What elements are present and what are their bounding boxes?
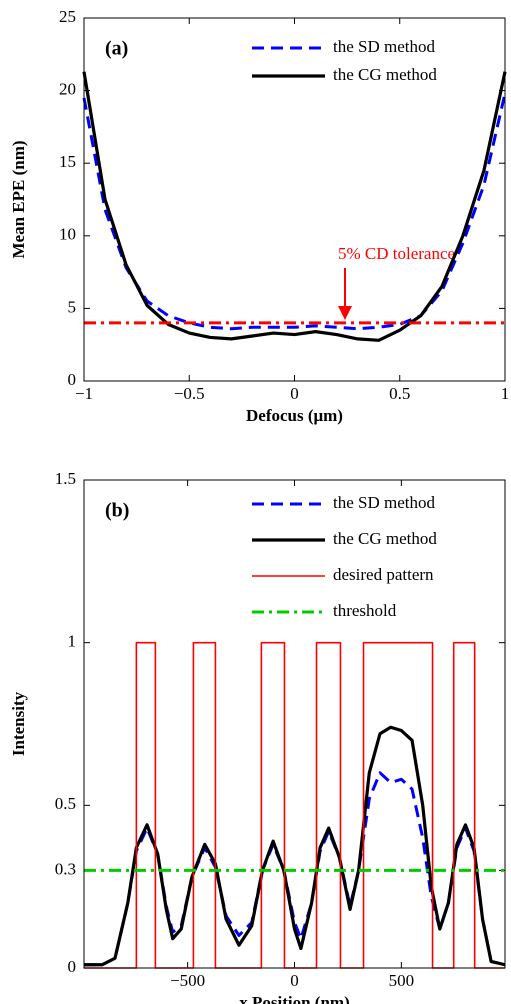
- y-tick-label: 0: [68, 370, 77, 389]
- y-tick-label: 20: [59, 80, 76, 99]
- panel-label: (a): [105, 38, 128, 60]
- y-tick-label: 1: [68, 632, 77, 651]
- y-tick-label: 25: [59, 7, 76, 26]
- x-tick-label: 500: [389, 971, 415, 990]
- axes-box: [83, 17, 506, 382]
- x-tick-label: 0: [290, 971, 299, 990]
- axes-box: [83, 479, 506, 969]
- y-axis-label: Mean EPE (nm): [9, 140, 28, 258]
- x-tick-label: −500: [170, 971, 205, 990]
- x-axis-label: Defocus (μm): [246, 406, 343, 425]
- series-line: [82, 71, 507, 342]
- y-tick-label: 15: [59, 152, 76, 171]
- annotation-arrowhead: [338, 306, 352, 320]
- y-axis-label: Intensity: [9, 691, 28, 756]
- panel-label: (b): [105, 500, 129, 522]
- legend-label: the SD method: [333, 37, 435, 56]
- legend-label: threshold: [333, 601, 397, 620]
- x-axis-label: x Position (nm): [239, 993, 350, 1004]
- y-tick-label: 5: [68, 297, 77, 316]
- legend-label: the SD method: [333, 493, 435, 512]
- y-tick-label: 10: [59, 225, 76, 244]
- x-tick-label: 0.5: [389, 384, 410, 403]
- x-tick-label: −0.5: [174, 384, 205, 403]
- x-tick-label: 0: [290, 384, 299, 403]
- y-tick-label: 0: [68, 957, 77, 976]
- series-line: [84, 725, 506, 967]
- y-tick-label: 0.3: [55, 859, 76, 878]
- y-tick-label: 0.5: [55, 794, 76, 813]
- x-tick-label: 1: [501, 384, 510, 403]
- legend-label: the CG method: [333, 65, 437, 84]
- legend-label: the CG method: [333, 529, 437, 548]
- x-tick-label: −1: [75, 384, 93, 403]
- series-line: [82, 93, 507, 331]
- series-line: [84, 771, 506, 967]
- annotation: 5% CD tolerance: [338, 244, 455, 263]
- legend-label: desired pattern: [333, 565, 434, 584]
- y-tick-label: 1.5: [55, 469, 76, 488]
